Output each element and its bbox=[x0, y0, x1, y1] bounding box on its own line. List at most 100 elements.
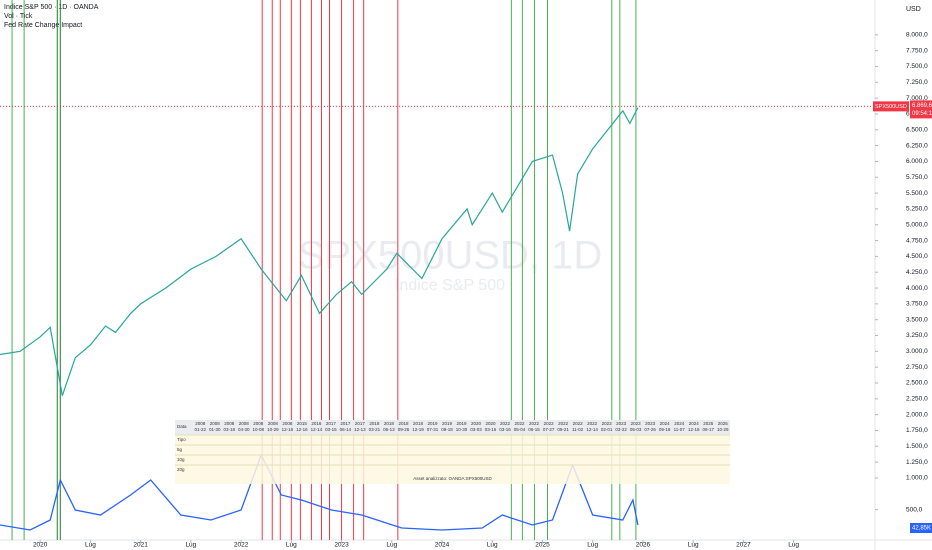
y-tick-label: 3.500,0 bbox=[906, 316, 928, 323]
x-tick-label: 2022 bbox=[234, 542, 249, 549]
currency: USD bbox=[906, 6, 921, 13]
table-date-day: 09-18 bbox=[659, 427, 671, 432]
y-tick-label: 4.750,0 bbox=[906, 237, 928, 244]
table-date-day: 06-14 bbox=[340, 427, 352, 432]
x-tick-label: 2020 bbox=[33, 542, 48, 549]
indicator-label: Vol · Tick bbox=[4, 13, 33, 20]
watermark-sub: Indice S&P 500 bbox=[395, 277, 505, 294]
y-tick-label: 3.000,0 bbox=[906, 348, 928, 355]
table-date-day: 10-29 bbox=[717, 427, 729, 432]
table-date-year: 2019 bbox=[456, 421, 467, 426]
table-date-year: 2024 bbox=[689, 421, 700, 426]
table-date-day: 07-26 bbox=[644, 427, 656, 432]
y-tick-label: 7.250,0 bbox=[906, 79, 928, 86]
symbol-label: SPX500USD bbox=[875, 104, 907, 110]
table-date-year: 2022 bbox=[515, 421, 526, 426]
table-date-year: 2018 bbox=[384, 421, 395, 426]
indicator-badge bbox=[910, 523, 932, 533]
price-line bbox=[0, 107, 639, 396]
table-date-year: 2023 bbox=[616, 421, 627, 426]
table-row-label: Tipo bbox=[177, 437, 186, 442]
table-date-year: 2022 bbox=[500, 421, 511, 426]
table-date-day: 05-04 bbox=[514, 427, 526, 432]
table-date-year: 2017 bbox=[340, 421, 351, 426]
table-footer: Asset analizzato: OANDA:SPX500USD bbox=[413, 476, 492, 481]
overlay-label: Fed Rate Change Impact bbox=[4, 22, 82, 29]
table-date-year: 2008 bbox=[282, 421, 293, 426]
table-date-year: 2025 bbox=[718, 421, 729, 426]
y-tick-label: 3.750,0 bbox=[906, 301, 928, 308]
table-date-day: 11-02 bbox=[572, 427, 584, 432]
symbol-badge bbox=[873, 101, 909, 112]
table-date-day: 12-18 bbox=[688, 427, 700, 432]
table-date-year: 2018 bbox=[398, 421, 409, 426]
table-date-year: 2008 bbox=[224, 421, 235, 426]
y-tick-label: 3.250,0 bbox=[906, 332, 928, 339]
table-date-year: 2025 bbox=[703, 421, 714, 426]
y-tick-label: 2.500,0 bbox=[906, 380, 928, 387]
table-date-year: 2017 bbox=[326, 421, 337, 426]
table-date-year: 2020 bbox=[486, 421, 497, 426]
y-tick-label: 1.750,0 bbox=[906, 427, 928, 434]
y-tick-label: 7.000,0 bbox=[906, 95, 928, 102]
table-date-day: 04-30 bbox=[238, 427, 250, 432]
x-tick-label: 2026 bbox=[636, 542, 651, 549]
table-date-day: 12-14 bbox=[311, 427, 323, 432]
table-date-day: 10-29 bbox=[267, 427, 279, 432]
table-date-year: 2022 bbox=[573, 421, 584, 426]
table-row-label: 10g bbox=[177, 457, 185, 462]
table-date-day: 01-22 bbox=[194, 427, 206, 432]
table-date-day: 07-31 bbox=[427, 427, 439, 432]
x-tick-label: Lug bbox=[788, 542, 799, 549]
countdown: 09:54:12 bbox=[912, 111, 932, 117]
table-date-year: 2008 bbox=[195, 421, 206, 426]
table-date-day: 06-15 bbox=[528, 427, 540, 432]
table-date-year: 2022 bbox=[544, 421, 555, 426]
y-tick-label: 5.250,0 bbox=[906, 206, 928, 213]
table-date-day: 01-30 bbox=[209, 427, 221, 432]
y-tick-label: 5.000,0 bbox=[906, 221, 928, 228]
y-tick-label: 6.250,0 bbox=[906, 142, 928, 149]
table-date-year: 2022 bbox=[587, 421, 598, 426]
x-tick-label: Lug bbox=[185, 542, 196, 549]
table-date-year: 2019 bbox=[427, 421, 438, 426]
y-tick-label: 7.500,0 bbox=[906, 63, 928, 70]
x-tick-label: Lug bbox=[688, 542, 699, 549]
table-date-day: 06-13 bbox=[383, 427, 395, 432]
table-date-day: 09-17 bbox=[702, 427, 714, 432]
table-date-day: 10-30 bbox=[456, 427, 468, 432]
y-tick-label: 2.750,0 bbox=[906, 364, 928, 371]
table-date-day: 09-26 bbox=[398, 427, 410, 432]
y-tick-label: 6.500,0 bbox=[906, 126, 928, 133]
y-tick-label: 4.500,0 bbox=[906, 253, 928, 260]
y-tick-label: 8.000,0 bbox=[906, 32, 928, 39]
table-date-year: 2024 bbox=[660, 421, 671, 426]
x-tick-label: Lug bbox=[286, 542, 297, 549]
x-tick-label: 2027 bbox=[736, 542, 751, 549]
y-tick-label: 1.000,0 bbox=[906, 475, 928, 482]
x-tick-label: 2024 bbox=[435, 542, 450, 549]
table-date-year: 2008 bbox=[268, 421, 279, 426]
y-tick-label: 2.000,0 bbox=[906, 411, 928, 418]
table-date-year: 2008 bbox=[253, 421, 264, 426]
y-tick-label: 1.500,0 bbox=[906, 443, 928, 450]
table-date-day: 07-27 bbox=[543, 427, 555, 432]
table-header-bg bbox=[175, 420, 730, 435]
table-date-day: 11-07 bbox=[674, 427, 686, 432]
price-badge bbox=[910, 100, 932, 119]
table-date-year: 2008 bbox=[239, 421, 250, 426]
table-date-year: 2023 bbox=[631, 421, 642, 426]
table-date-day: 03-21 bbox=[369, 427, 381, 432]
x-tick-label: 2025 bbox=[535, 542, 550, 549]
table-date-year: 2008 bbox=[210, 421, 221, 426]
table-date-year: 2015 bbox=[297, 421, 308, 426]
x-tick-label: Lug bbox=[85, 542, 96, 549]
price-label: 6.869,6 bbox=[912, 103, 932, 109]
table-date-year: 2018 bbox=[369, 421, 380, 426]
chart-title: Indice S&P 500 · 1D · OANDA bbox=[4, 4, 99, 11]
x-tick-label: Lug bbox=[386, 542, 397, 549]
y-tick-label: 7.750,0 bbox=[906, 47, 928, 54]
table-date-year: 2022 bbox=[558, 421, 569, 426]
table-date-day: 02-01 bbox=[601, 427, 613, 432]
indicator-value: 42,85K bbox=[912, 526, 931, 532]
